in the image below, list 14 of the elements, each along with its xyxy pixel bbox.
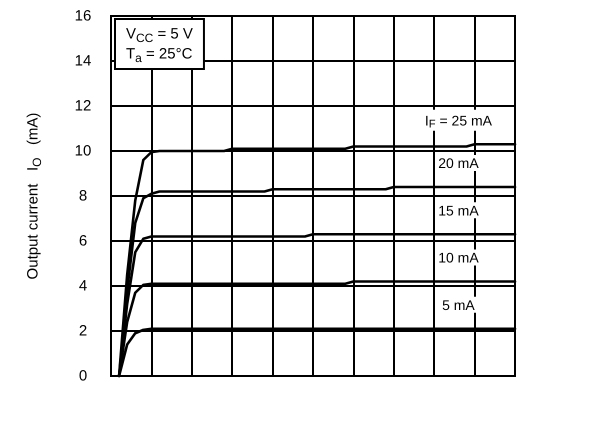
y-tick-label: 16 bbox=[74, 8, 92, 24]
y-tick-label: 0 bbox=[78, 368, 88, 384]
y-tick-label: 6 bbox=[78, 232, 88, 250]
annotation: 15 mA bbox=[438, 202, 480, 218]
y-tick-label: 12 bbox=[74, 98, 92, 114]
annotation: 5 mA bbox=[442, 296, 476, 313]
y-tick-label: 14 bbox=[74, 52, 92, 70]
annotation: 10 mA bbox=[438, 250, 480, 266]
y-tick-label: 10 bbox=[74, 142, 92, 160]
y-axis-title: Output current IO (mA) bbox=[24, 112, 44, 280]
y-tick-label: 8 bbox=[78, 188, 88, 204]
y-tick-label: 4 bbox=[78, 278, 88, 294]
annotation: 20 mA bbox=[438, 155, 480, 171]
y-tick-label: 2 bbox=[78, 322, 88, 340]
